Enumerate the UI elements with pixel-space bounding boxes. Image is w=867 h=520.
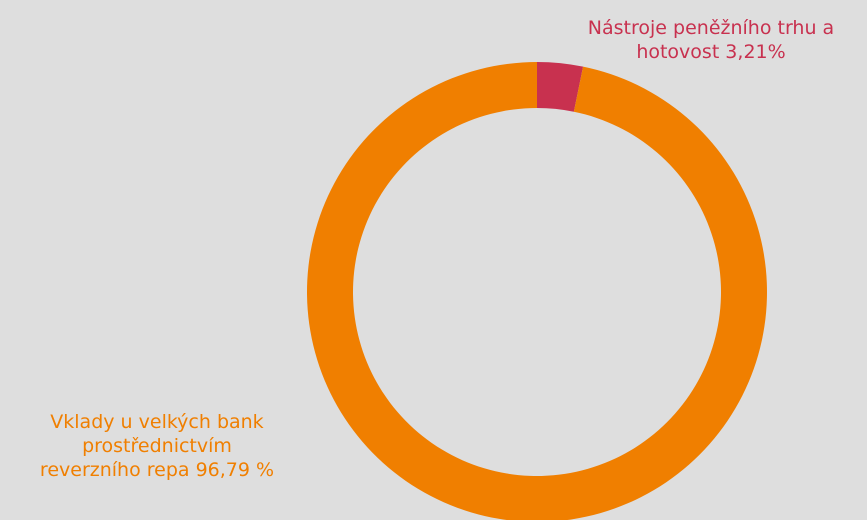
slice-label-money-market: Nástroje peněžního trhu a hotovost 3,21%	[546, 16, 867, 64]
slice-label-line: hotovost 3,21%	[636, 41, 786, 63]
slice-label-line: Nástroje peněžního trhu a	[587, 17, 835, 39]
slice-label-line: reverzního repa 96,79 %	[39, 459, 275, 481]
slice-label-deposits: Vklady u velkých bank prostřednictvím re…	[2, 410, 312, 482]
slice-money-market	[537, 62, 584, 112]
slice-deposits	[307, 62, 768, 520]
slice-label-line: Vklady u velkých bank	[50, 411, 264, 433]
slice-label-line: prostřednictvím	[82, 435, 232, 457]
